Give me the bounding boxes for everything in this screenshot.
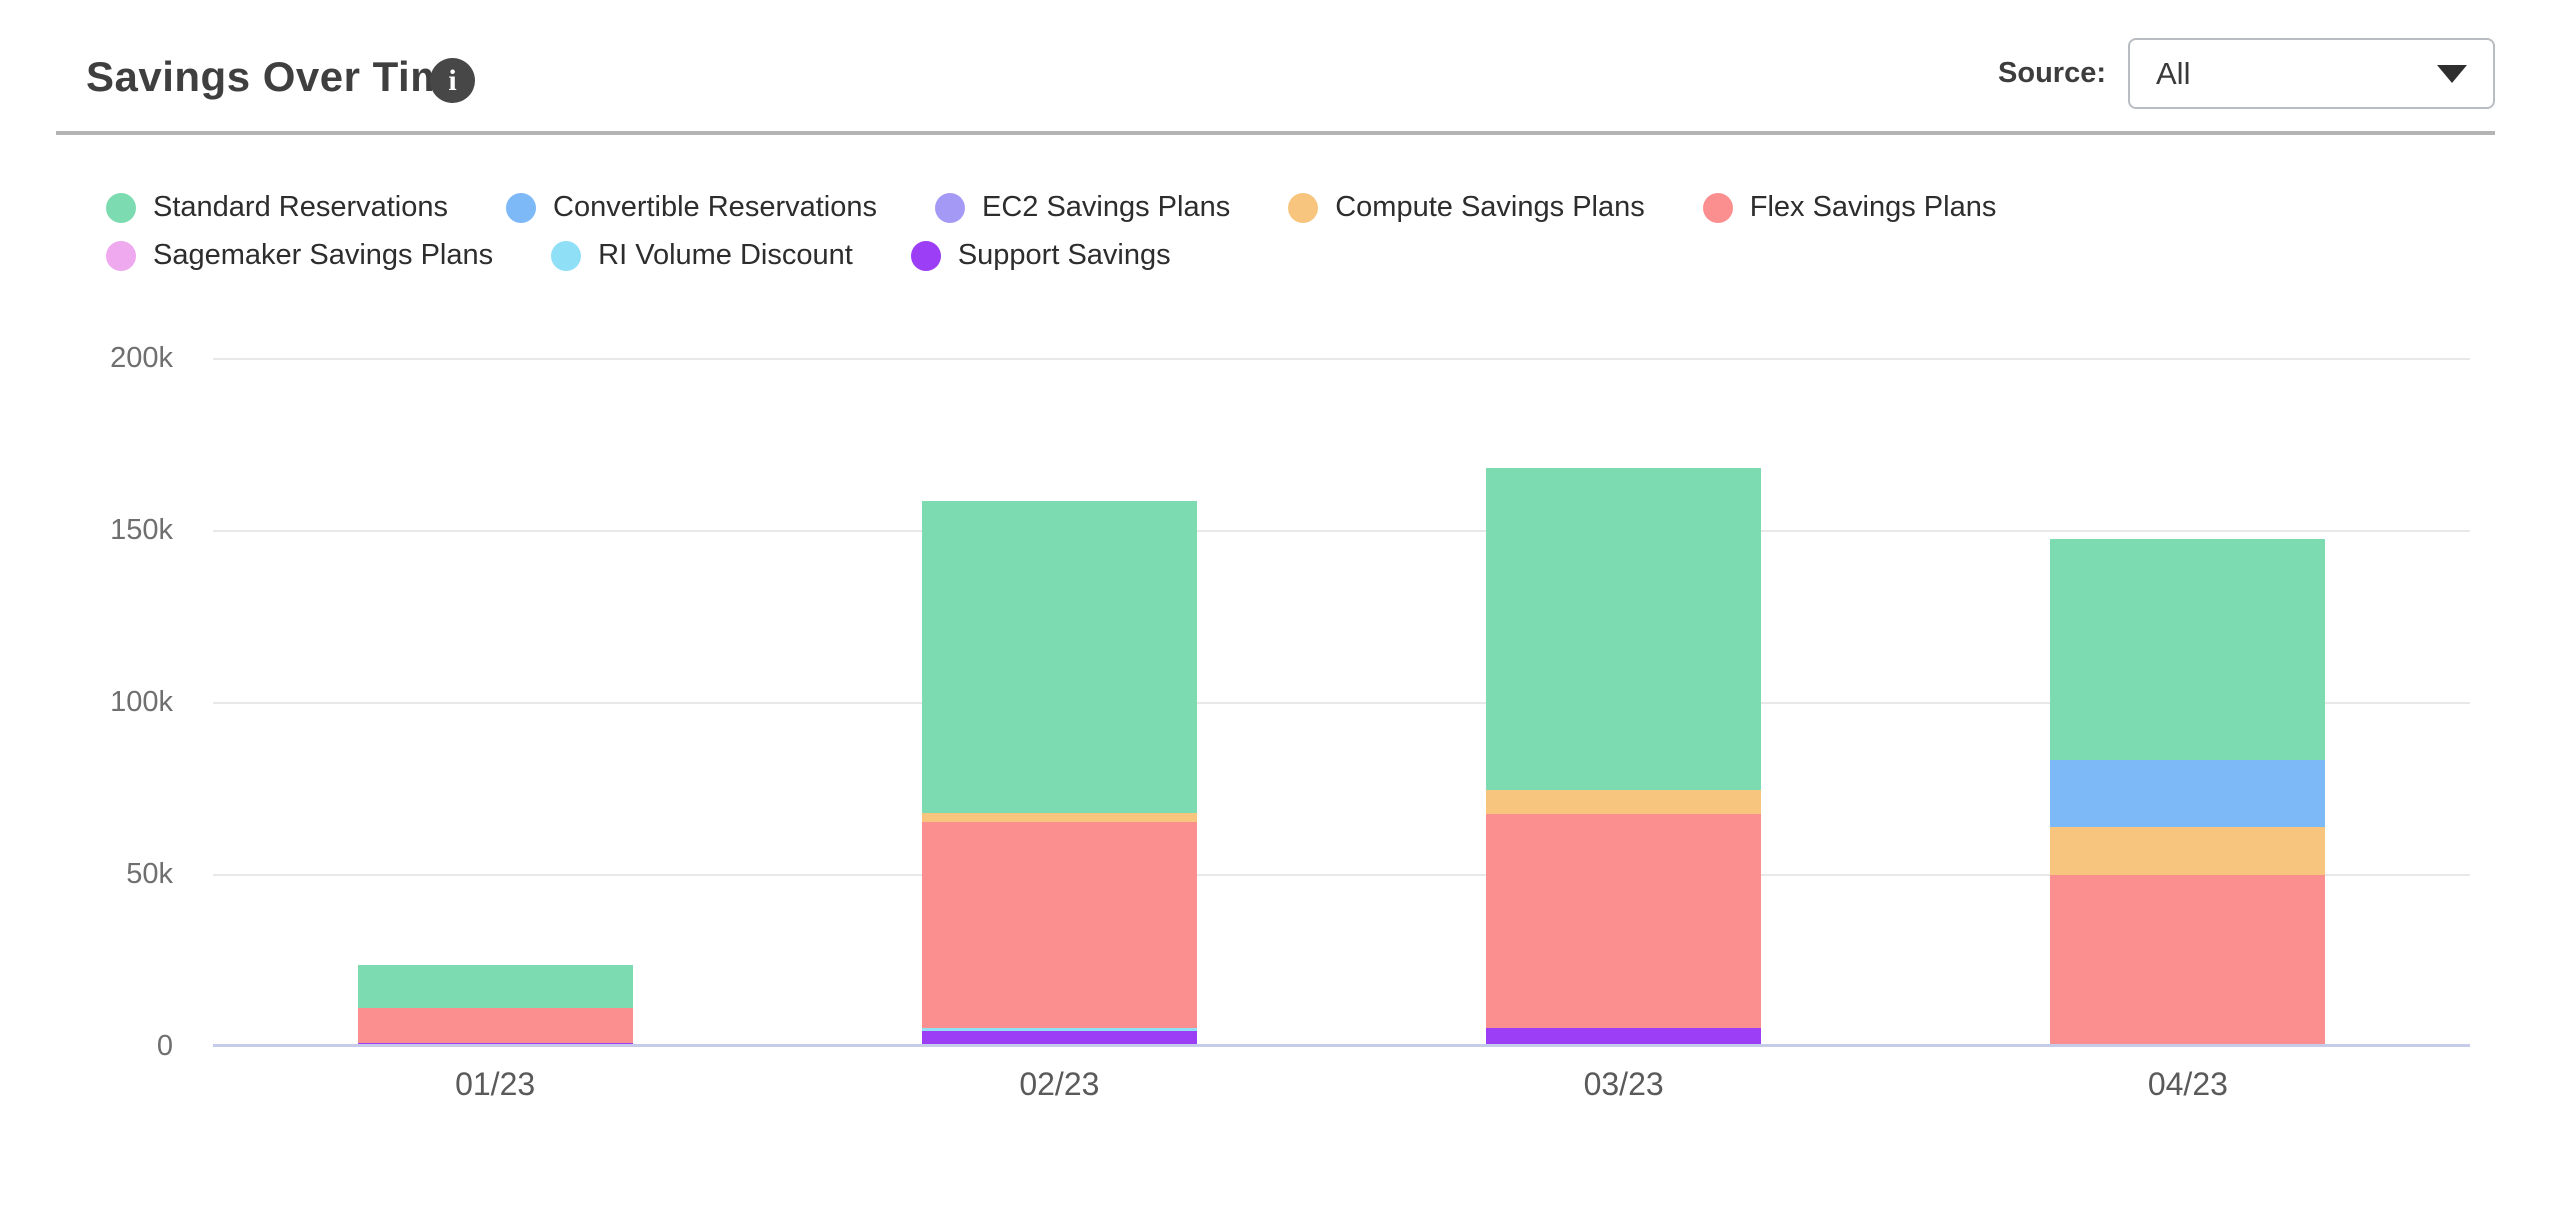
legend-item[interactable]: Support Savings [910, 239, 1171, 271]
legend-swatch-icon [934, 192, 965, 223]
legend-swatch-icon [1702, 192, 1733, 223]
y-tick-label: 100k [110, 686, 173, 718]
gridline [213, 874, 2470, 876]
bar-segment[interactable] [1486, 790, 1762, 815]
legend-item[interactable]: Convertible Reservations [506, 191, 877, 223]
y-tick-label: 50k [126, 858, 173, 890]
y-tick-label: 200k [110, 342, 173, 374]
legend-item[interactable]: Flex Savings Plans [1702, 191, 1997, 223]
info-icon[interactable]: i [430, 58, 475, 103]
legend-item[interactable]: Compute Savings Plans [1288, 191, 1645, 223]
bar-segment[interactable] [357, 1007, 633, 1043]
page-title: Savings Over Time [86, 53, 472, 100]
source-dropdown[interactable]: All [2128, 38, 2495, 109]
stacked-bar [1486, 468, 1762, 1046]
legend-swatch-icon [910, 240, 941, 271]
source-filter: Source: All [1998, 38, 2495, 109]
legend-swatch-icon [506, 192, 536, 223]
bar-segment[interactable] [357, 965, 633, 1008]
bars [213, 358, 2470, 1046]
stacked-bar [357, 965, 633, 1046]
legend-label: RI Volume Discount [598, 239, 853, 271]
legend: Standard Reservations Convertible Reserva… [106, 191, 2266, 271]
legend-swatch-icon [106, 192, 136, 223]
legend-item[interactable]: Standard Reservations [106, 191, 448, 223]
bar-band [213, 358, 777, 1046]
stacked-bar [2050, 538, 2326, 1046]
legend-swatch-icon [106, 240, 136, 271]
bar-segment[interactable] [2050, 827, 2326, 876]
legend-item[interactable]: EC2 Savings Plans [934, 191, 1231, 223]
x-tick-label: 02/23 [1019, 1066, 1100, 1102]
x-axis-labels: 01/23 02/23 03/23 04/23 [213, 1066, 2470, 1103]
legend-item[interactable]: Sagemaker Savings Plans [106, 239, 494, 271]
bar-segment[interactable] [1486, 814, 1762, 1029]
legend-label: Flex Savings Plans [1749, 191, 1997, 223]
bar-segment[interactable] [921, 1030, 1197, 1046]
bar-band [1342, 358, 1906, 1046]
bar-segment[interactable] [2050, 538, 2326, 761]
stacked-bar [921, 500, 1197, 1046]
x-tick-label: 04/23 [2147, 1066, 2228, 1102]
bar-segment[interactable] [1486, 468, 1762, 791]
y-tick-label: 150k [110, 514, 173, 546]
legend-label: Convertible Reservations [553, 191, 877, 223]
legend-swatch-icon [1288, 192, 1319, 223]
x-tick-label: 03/23 [1583, 1066, 1664, 1102]
legend-label: Standard Reservations [153, 191, 448, 223]
bar-band [1906, 358, 2470, 1046]
source-label: Source: [1998, 57, 2106, 89]
x-axis-line [213, 1044, 2470, 1047]
bar-segment[interactable] [921, 500, 1197, 813]
gridline [213, 702, 2470, 704]
bar-segment[interactable] [921, 821, 1197, 1028]
legend-label: Support Savings [957, 239, 1171, 271]
bar-band [777, 358, 1341, 1046]
legend-swatch-icon [551, 240, 582, 271]
y-tick-label: 0 [156, 1030, 173, 1062]
legend-label: Compute Savings Plans [1335, 191, 1645, 223]
x-tick-label: 01/23 [455, 1066, 536, 1102]
gridline [213, 358, 2470, 360]
bar-segment[interactable] [921, 1027, 1197, 1031]
caret-down-icon [2437, 64, 2467, 83]
legend-label: Sagemaker Savings Plans [153, 239, 494, 271]
legend-label: EC2 Savings Plans [981, 191, 1231, 223]
gridline [213, 530, 2470, 532]
y-axis-labels: 200k 150k 100k 50k 0 [0, 343, 173, 1061]
legend-item[interactable]: RI Volume Discount [551, 239, 853, 271]
bar-segment[interactable] [2050, 760, 2326, 828]
plot-area [213, 358, 2470, 1047]
source-selected-value: All [2156, 55, 2191, 91]
bar-segment[interactable] [2050, 875, 2326, 1046]
header-divider [56, 131, 2495, 135]
bar-segment[interactable] [1486, 1028, 1762, 1046]
bar-segment[interactable] [921, 812, 1197, 822]
